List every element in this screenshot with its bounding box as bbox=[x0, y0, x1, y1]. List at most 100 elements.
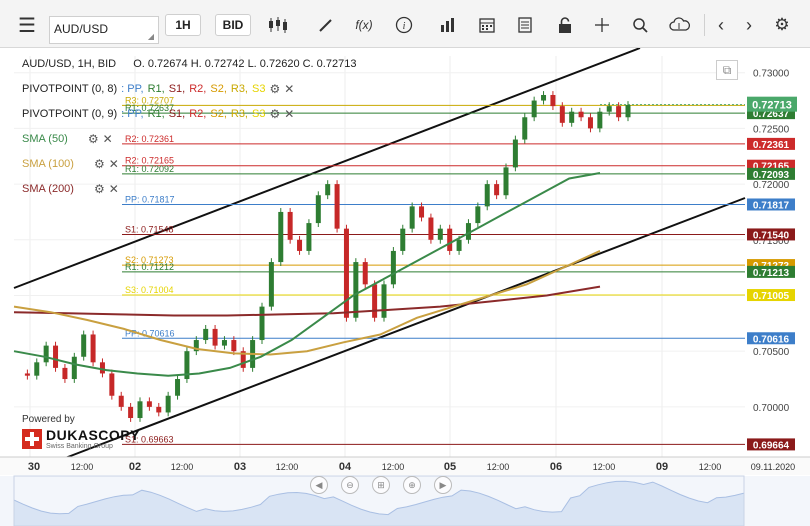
x-tick-label: 09.11.2020 bbox=[751, 462, 795, 472]
toolbar: ☰ AUD/USD ◢ 1H BID f(x) i ‹ › ⚙ bbox=[0, 0, 810, 48]
pivot1-settings-gear-icon[interactable]: ⚙ bbox=[269, 82, 281, 96]
pivot2-r2: R2, bbox=[189, 108, 207, 120]
sma200-settings-gear-icon[interactable]: ⚙ bbox=[93, 182, 105, 196]
zoom-out-icon[interactable]: ⊖ bbox=[341, 476, 359, 494]
cloud-upload-icon[interactable] bbox=[665, 14, 695, 36]
x-tick-label: 30 bbox=[28, 461, 40, 473]
pivot2-s2: S2, bbox=[210, 108, 227, 120]
zoom-in-icon[interactable]: ⊕ bbox=[403, 476, 421, 494]
candle-body bbox=[372, 284, 378, 318]
sma100-close-icon[interactable]: ✕ bbox=[108, 157, 119, 171]
candle-body bbox=[99, 362, 105, 374]
sma50-settings-gear-icon[interactable]: ⚙ bbox=[87, 132, 99, 146]
pivot-price-tag bbox=[747, 167, 795, 180]
candlestick-type-icon[interactable] bbox=[262, 14, 296, 36]
sma50-line bbox=[13, 172, 601, 377]
x-tick-label: 03 bbox=[234, 461, 246, 473]
pivot-price-tag-label: 0.72165 bbox=[753, 162, 790, 173]
pivot-price-tag-label: 0.71005 bbox=[753, 291, 790, 302]
x-tick-label: 05 bbox=[444, 461, 456, 473]
candle-body bbox=[137, 401, 143, 419]
x-tick-label: 12:00 bbox=[382, 462, 405, 472]
pivot2-settings-gear-icon[interactable]: ⚙ bbox=[269, 107, 281, 121]
expand-icon[interactable]: ⧉ bbox=[716, 60, 738, 80]
symbol-selector[interactable]: AUD/USD ◢ bbox=[49, 16, 159, 44]
nav-right-icon[interactable]: ▶ bbox=[434, 476, 452, 494]
pivot2-close-icon[interactable]: ✕ bbox=[284, 107, 295, 121]
navigator-area bbox=[13, 480, 745, 526]
candle-body bbox=[456, 239, 462, 251]
sma200-line bbox=[13, 285, 601, 317]
bar-chart-icon[interactable] bbox=[436, 14, 460, 36]
trend-channel-upper bbox=[13, 48, 641, 289]
pivot-price-tag-label: 0.72361 bbox=[753, 140, 790, 151]
candle-body bbox=[259, 306, 265, 341]
candle-body bbox=[447, 228, 453, 251]
pivot-price-tag bbox=[747, 289, 795, 302]
candle-body bbox=[287, 211, 293, 240]
x-tick-label: 12:00 bbox=[593, 462, 616, 472]
menu-icon[interactable]: ☰ bbox=[18, 14, 36, 37]
candle-body bbox=[43, 345, 49, 363]
pivot-level-label: R1: 0.72637 bbox=[125, 103, 174, 113]
pivot-level-label: PP: 0.70616 bbox=[125, 328, 175, 338]
candle-body bbox=[128, 406, 134, 419]
pivot-level-label: R2: 0.72361 bbox=[125, 134, 174, 144]
gear-icon[interactable]: ⚙ bbox=[774, 15, 790, 34]
pivot-price-tag-label: 0.70616 bbox=[753, 334, 790, 345]
candle-body bbox=[165, 395, 171, 413]
candle-body bbox=[428, 217, 434, 240]
x-tick-label: 12:00 bbox=[699, 462, 722, 472]
pivot2-pp: : PP, bbox=[121, 108, 144, 120]
calendar-icon[interactable] bbox=[475, 14, 499, 36]
pivot-price-tag-label: 0.72093 bbox=[753, 170, 790, 181]
nav-left-icon[interactable]: ◀ bbox=[310, 476, 328, 494]
branding: Powered by DUKASCOPY Swiss Banking Group bbox=[22, 414, 140, 450]
lock-icon[interactable] bbox=[553, 14, 577, 36]
zoom-icon[interactable] bbox=[628, 14, 652, 36]
chevron-left-icon[interactable]: ‹ bbox=[718, 14, 724, 35]
chart-area: 0.730000.725000.720000.715000.710000.705… bbox=[0, 48, 810, 526]
swiss-cross-icon bbox=[22, 428, 42, 449]
sma200-close-icon[interactable]: ✕ bbox=[108, 182, 119, 196]
pivot1-close-icon[interactable]: ✕ bbox=[284, 82, 295, 96]
x-tick-label: 12:00 bbox=[276, 462, 299, 472]
reset-zoom-icon[interactable]: ⊞ bbox=[372, 476, 390, 494]
pivot-price-tag bbox=[747, 198, 795, 211]
candle-body bbox=[156, 406, 162, 413]
legend-sma50: SMA (50) ⚙ ✕ bbox=[22, 132, 113, 146]
chevron-right-icon[interactable]: › bbox=[746, 14, 752, 35]
candle-body bbox=[597, 111, 603, 129]
news-icon[interactable] bbox=[513, 14, 537, 36]
candle-body bbox=[437, 228, 443, 240]
draw-tool-icon[interactable] bbox=[312, 14, 340, 36]
info-icon[interactable]: i bbox=[392, 14, 416, 36]
candle-body bbox=[484, 184, 490, 207]
pivot-price-tag bbox=[747, 137, 795, 150]
sma200-name: SMA (200) bbox=[22, 183, 74, 195]
x-tick-label: 02 bbox=[129, 461, 141, 473]
candle-body bbox=[231, 340, 237, 352]
sma100-settings-gear-icon[interactable]: ⚙ bbox=[93, 157, 105, 171]
legend-pivot1: PIVOTPOINT (0, 8) : PP, R1, S1, R2, S2, … bbox=[22, 82, 294, 96]
sma50-close-icon[interactable]: ✕ bbox=[102, 132, 113, 146]
pivot-price-tag bbox=[747, 265, 795, 278]
candle-body bbox=[315, 195, 321, 224]
pivot-price-tag-label: 0.69664 bbox=[753, 440, 790, 451]
plot-background bbox=[14, 56, 745, 457]
pivot-level-label: S3: 0.71004 bbox=[125, 285, 174, 295]
candle-body bbox=[578, 111, 584, 118]
fx-button[interactable]: f(x) bbox=[350, 14, 378, 36]
candle-body bbox=[541, 94, 547, 101]
crosshair-icon[interactable] bbox=[590, 14, 614, 36]
pivot-level-label: PP: 0.71817 bbox=[125, 194, 175, 204]
current-price-tag bbox=[747, 96, 797, 112]
candle-body bbox=[221, 340, 227, 346]
fx-label: f(x) bbox=[355, 18, 373, 32]
timeframe-button[interactable]: 1H bbox=[165, 14, 201, 36]
pivot2-s1: S1, bbox=[168, 108, 186, 120]
candle-body bbox=[494, 184, 500, 196]
x-axis-strip bbox=[0, 457, 810, 475]
price-type-button[interactable]: BID bbox=[215, 14, 251, 36]
pivot1-r2: R2, bbox=[189, 83, 207, 95]
